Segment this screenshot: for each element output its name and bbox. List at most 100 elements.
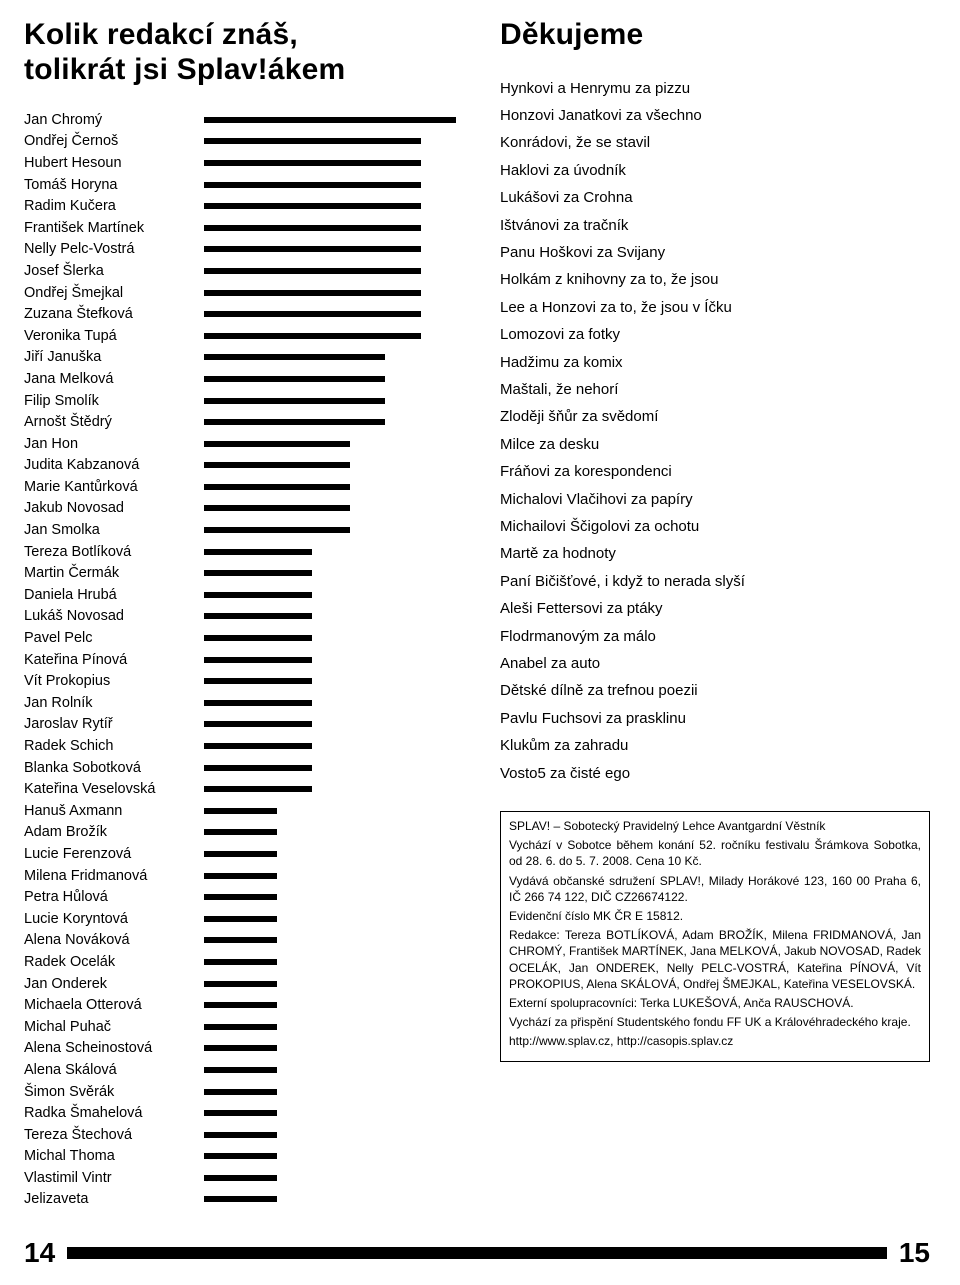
chart-label: Jakub Novosad [24,500,204,516]
chart-bar [204,203,421,209]
chart-row: Tomáš Horyna [24,174,456,196]
chart-bar [204,657,312,663]
chart-bar-wrap [204,441,456,447]
chart-bar-wrap [204,225,456,231]
chart-bar-wrap [204,333,456,339]
chart-bar-wrap [204,937,456,943]
chart-bar-wrap [204,743,456,749]
chart-label: Šimon Svěrák [24,1084,204,1100]
chart-label: Veronika Tupá [24,328,204,344]
chart-row: Arnošt Štědrý [24,411,456,433]
chart-row: Jana Melková [24,368,456,390]
chart-label: Lucie Koryntová [24,911,204,927]
chart-label: Alena Skálová [24,1062,204,1078]
chart-bar [204,808,277,814]
chart-row: Veronika Tupá [24,325,456,347]
chart-bar [204,635,312,641]
chart-label: Michal Puhač [24,1019,204,1035]
chart-bar [204,1089,277,1095]
chart-bar [204,937,277,943]
chart-bar-wrap [204,613,456,619]
info-paragraph: Vychází za přispění Studentského fondu F… [509,1014,921,1030]
chart-label: Ondřej Šmejkal [24,285,204,301]
chart-label: Arnošt Štědrý [24,414,204,430]
chart-label: Jan Hon [24,436,204,452]
info-paragraph: SPLAV! – Sobotecký Pravidelný Lehce Avan… [509,818,921,834]
chart-label: Milena Fridmanová [24,868,204,884]
thanks-item: Vosto5 za čisté ego [500,760,930,787]
chart-bar [204,1067,277,1073]
chart-row: Michal Puhač [24,1016,456,1038]
chart-bar [204,527,350,533]
chart-label: Lucie Ferenzová [24,846,204,862]
chart-row: Pavel Pelc [24,627,456,649]
chart-row: Petra Hůlová [24,886,456,908]
chart-bar [204,613,312,619]
thanks-item: Dětské dílně za trefnou poezii [500,677,930,704]
chart-bar [204,1024,277,1030]
thanks-item: Paní Bičišťové, i když to nerada slyší [500,568,930,595]
chart-bar [204,505,350,511]
chart-label: Hanuš Axmann [24,803,204,819]
thanks-item: Konrádovi, že se stavil [500,129,930,156]
thanks-item: Flodrmanovým za málo [500,623,930,650]
chart-label: Jana Melková [24,371,204,387]
chart-bar [204,419,385,425]
chart-bar-wrap [204,981,456,987]
chart-label: Tereza Štechová [24,1127,204,1143]
chart-bar-wrap [204,916,456,922]
chart-row: Jan Hon [24,433,456,455]
chart-bar-wrap [204,182,456,188]
chart-bar-wrap [204,765,456,771]
chart-bar [204,441,350,447]
page-number-right: 15 [899,1237,930,1269]
chart-bar [204,333,421,339]
chart-label: Judita Kabzanová [24,457,204,473]
thanks-item: Milce za desku [500,431,930,458]
chart-row: Radek Schich [24,735,456,757]
chart-label: Jan Onderek [24,976,204,992]
chart-row: Ondřej Černoš [24,131,456,153]
thanks-item: Hadžimu za komix [500,349,930,376]
chart-bar-wrap [204,419,456,425]
info-box: SPLAV! – Sobotecký Pravidelný Lehce Avan… [500,811,930,1061]
chart-row: Adam Brožík [24,822,456,844]
chart-bar [204,700,312,706]
chart-bar-wrap [204,203,456,209]
chart-bar-wrap [204,246,456,252]
page-footer: 14 15 [24,1237,930,1269]
chart-label: Filip Smolík [24,393,204,409]
chart-bar [204,484,350,490]
chart-bar [204,1175,277,1181]
chart-row: Daniela Hrubá [24,584,456,606]
chart-row: Jan Rolník [24,692,456,714]
chart-bar [204,398,385,404]
chart-bar-wrap [204,138,456,144]
chart-bar-wrap [204,527,456,533]
thanks-item: Fráňovi za korespondenci [500,458,930,485]
chart-bar-wrap [204,1002,456,1008]
chart-row: Jakub Novosad [24,498,456,520]
chart-row: Lucie Koryntová [24,908,456,930]
chart-label: Alena Scheinostová [24,1040,204,1056]
chart-bar [204,678,312,684]
thanks-item: Hynkovi a Henrymu za pizzu [500,75,930,102]
chart-bar-wrap [204,1089,456,1095]
chart-bar [204,786,312,792]
chart-bar-wrap [204,290,456,296]
chart-label: Daniela Hrubá [24,587,204,603]
chart-bar [204,1196,277,1202]
chart-label: Jaroslav Rytíř [24,716,204,732]
chart-bar-wrap [204,1132,456,1138]
right-column: Děkujeme Hynkovi a Henrymu za pizzuHonzo… [480,0,960,1210]
chart-row: Radim Kučera [24,195,456,217]
chart-label: Petra Hůlová [24,889,204,905]
chart-bar [204,765,312,771]
thanks-item: Lomozovi za fotky [500,321,930,348]
info-paragraph: Redakce: Tereza BOTLÍKOVÁ, Adam BROŽÍK, … [509,927,921,992]
chart-bar [204,117,456,123]
chart-bar [204,1045,277,1051]
chart-label: Kateřina Pínová [24,652,204,668]
chart-bar [204,160,421,166]
chart-bar-wrap [204,1024,456,1030]
